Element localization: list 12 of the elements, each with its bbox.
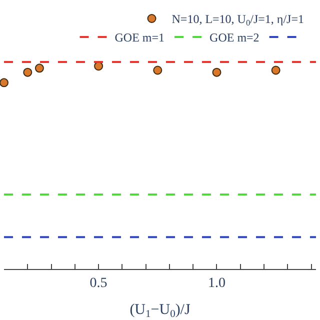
legend-label: GOE m=1 <box>114 30 165 45</box>
point <box>271 66 280 75</box>
point <box>0 78 8 88</box>
x-tick-label: 1.0 <box>208 276 226 291</box>
legend-label: GOE m=2 <box>210 30 260 45</box>
x-tick-label: 0.5 <box>90 276 108 291</box>
legend-label: N=10, L=10, U$_{0}$/J=1, η/J=1 <box>172 12 304 28</box>
point <box>212 68 222 77</box>
point <box>153 66 162 75</box>
point <box>23 68 32 77</box>
x-axis-title: (U$_{1}$−U$_{0}$)/J <box>130 302 190 320</box>
point <box>34 64 44 73</box>
